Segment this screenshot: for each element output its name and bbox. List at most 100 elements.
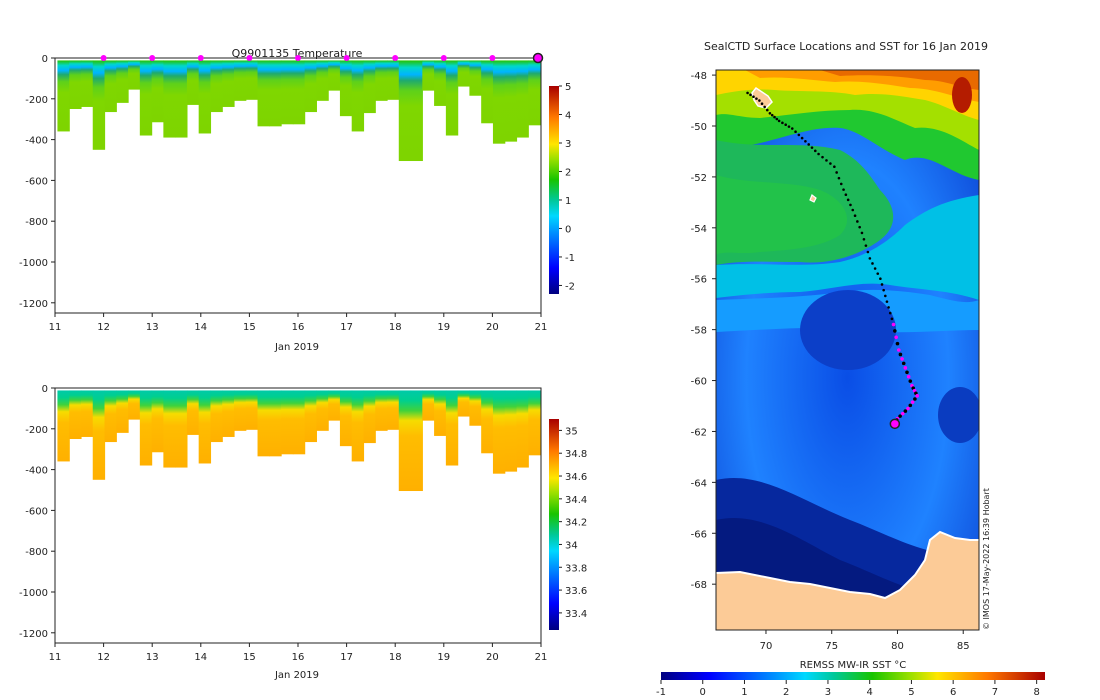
track-point [890, 317, 894, 321]
temp-y-tick-label: 0 [42, 54, 48, 65]
track-point [800, 136, 804, 140]
lat-tick-label: -68 [691, 580, 707, 591]
temp-y-tick-label: -1200 [19, 299, 48, 310]
track-point [901, 361, 906, 366]
salinity-profile-bar [481, 390, 494, 454]
salinity-x-tick-label: 19 [437, 652, 450, 663]
sst-map-lon-axis: 70 75 80 85 [760, 630, 970, 652]
salinity-profile-bar [281, 390, 294, 455]
track-point [763, 105, 766, 109]
track-point [839, 182, 843, 186]
salinity-colorbar [549, 419, 559, 630]
temp-profile-bar [328, 60, 341, 91]
salinity-profile-bar [351, 390, 365, 462]
track-point [770, 113, 774, 117]
track-point [768, 111, 772, 115]
temp-profile-bar [387, 60, 400, 100]
track-point [807, 143, 811, 146]
lat-tick-label: -50 [691, 122, 707, 133]
island-kerguelen [751, 86, 773, 109]
salinity-y-tick-label: -200 [25, 425, 48, 436]
temp-x-tick-label: 17 [340, 322, 353, 333]
salinity-x-tick-label: 15 [243, 652, 256, 663]
temp-profile-bar [481, 60, 494, 124]
temp-profile-bar [304, 60, 317, 113]
salinity-colorbar-tick-label: 33.6 [565, 586, 587, 597]
salinity-profile-bar [328, 390, 341, 421]
salinity-colorbar-tick-label: 34.6 [565, 472, 587, 483]
sst-colorbar-tick-label: 2 [783, 687, 789, 698]
island-heard [809, 194, 817, 203]
salinity-colorbar-tick-label: 34.8 [565, 449, 587, 460]
surface-marker [100, 55, 107, 61]
salinity-section-panel: 0 -200 -400 -600 -800 -1000 -1200 11 12 13 14 15 16… [19, 384, 587, 681]
track-point [790, 127, 794, 130]
track-point [825, 159, 828, 162]
salinity-profile-bar [69, 390, 82, 439]
lat-tick-label: -64 [691, 478, 707, 489]
temp-profile-bar [375, 60, 388, 101]
surface-marker [343, 55, 350, 61]
salinity-profile-bar [375, 390, 388, 431]
sst-colorbar-tick-label: 0 [700, 687, 706, 698]
sst-map-title: SealCTD Surface Locations and SST for 16… [704, 40, 988, 53]
salinity-profile-bar [116, 390, 129, 433]
salinity-profile-bar [304, 390, 317, 443]
track-point [893, 329, 897, 333]
track-point [781, 121, 784, 125]
surface-marker [197, 55, 204, 61]
temp-profile-bar [445, 60, 459, 136]
track-point [787, 125, 791, 128]
temp-x-tick-label: 16 [292, 322, 305, 333]
track-point [817, 152, 820, 156]
track-point [752, 95, 755, 99]
salinity-profile-bar [469, 390, 482, 426]
salinity-x-tick-label: 14 [194, 652, 207, 663]
surface-marker [392, 55, 399, 61]
latest-surface-marker [532, 52, 544, 64]
temp-x-tick-label: 19 [437, 322, 450, 333]
sst-field [716, 70, 979, 630]
track-point [900, 357, 904, 361]
track-point [858, 225, 861, 229]
sst-map-frame [715, 69, 980, 631]
track-point [851, 208, 855, 212]
temp-profile-bar [504, 60, 518, 142]
sst-colorbar-tick-label: -1 [656, 687, 666, 698]
temp-colorbar-tick-label: 3 [565, 139, 571, 150]
temp-profile-bar [80, 60, 94, 107]
track-point [876, 272, 880, 275]
lon-tick-label: 80 [891, 641, 904, 652]
surface-marker [489, 55, 496, 61]
temp-y-tick-label: -800 [25, 217, 48, 228]
temp-profile-bar [57, 60, 70, 132]
temp-profile-bar [92, 60, 106, 150]
lon-tick-label: 70 [760, 641, 773, 652]
temp-profile-bar [469, 60, 482, 96]
temp-colorbar-tick-label: -1 [565, 253, 575, 264]
salinity-profile-bar [445, 390, 459, 466]
salinity-profile-bar [175, 390, 188, 468]
salinity-y-tick-label: 0 [42, 384, 48, 395]
sst-colorbar-tick-label: 3 [825, 687, 831, 698]
temp-profile-bar [163, 60, 176, 138]
temp-x-tick-label: 15 [243, 322, 256, 333]
temp-profile-bar [222, 60, 235, 107]
salinity-profile-bar [528, 390, 541, 456]
track-point [765, 108, 769, 112]
track-point [898, 352, 903, 357]
track-point [887, 306, 890, 309]
credit-text: © IMOS 17-May-2022 16:39 Hobart [982, 488, 991, 630]
track-point [849, 203, 852, 207]
temp-profile-bar [139, 60, 153, 136]
temp-colorbar-tick-label: -2 [565, 281, 575, 292]
track-point [871, 262, 874, 265]
lat-tick-label: -48 [691, 71, 707, 82]
temp-profile-bar [269, 60, 282, 127]
salinity-profile-bar [233, 390, 247, 431]
salinity-y-tick-label: -1200 [19, 629, 48, 640]
track-point [903, 409, 908, 413]
salinity-profile-bar [492, 390, 506, 474]
surface-marker [149, 55, 156, 61]
temp-profile-bar [410, 60, 423, 162]
